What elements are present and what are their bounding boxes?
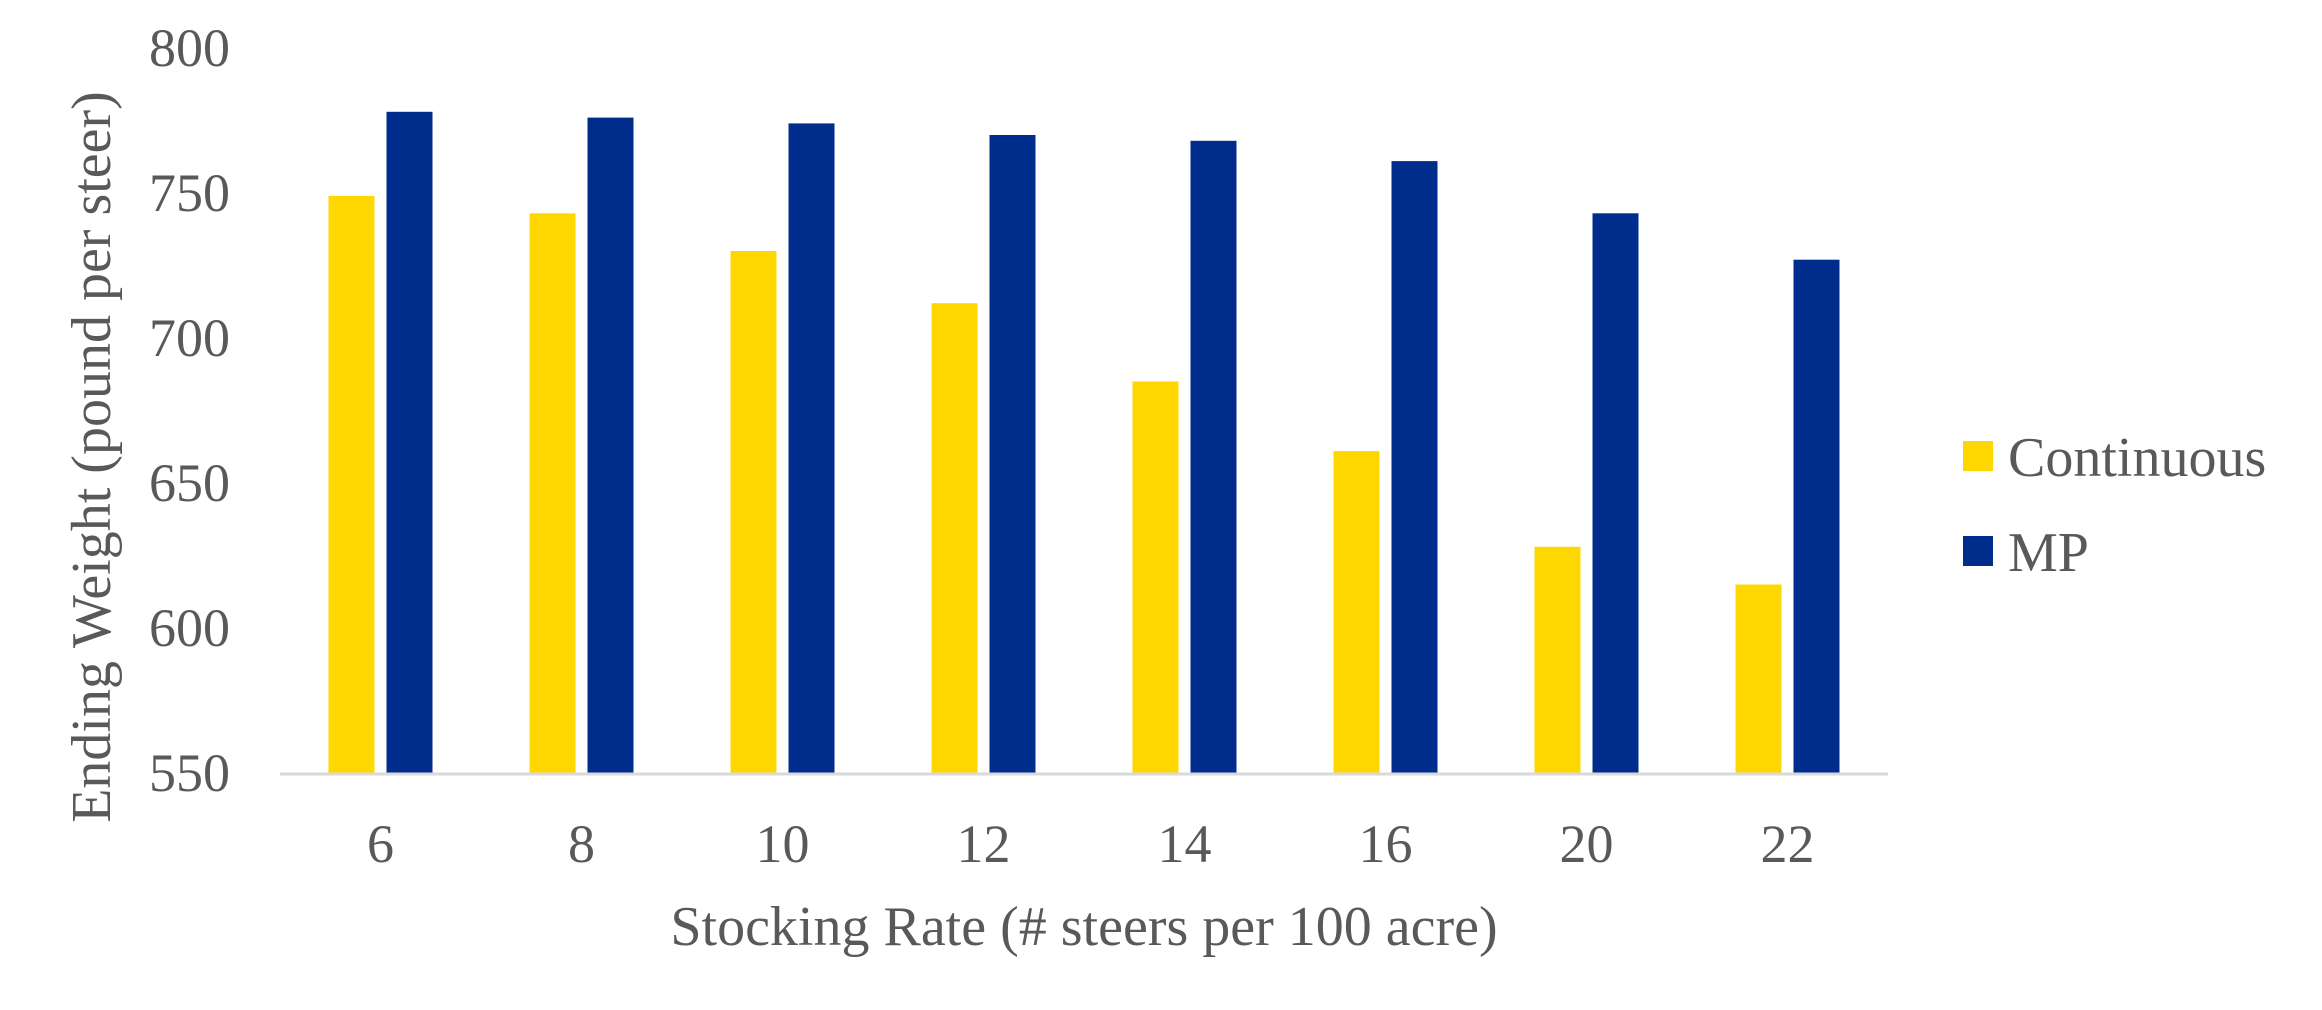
- x-tick-label: 16: [1359, 814, 1413, 874]
- y-tick-label: 750: [149, 163, 230, 223]
- legend-swatch-mp: [1963, 536, 1993, 566]
- x-tick-label: 14: [1158, 814, 1212, 874]
- bar-mp-12: [989, 135, 1036, 773]
- y-axis-title: Ending Weight (pound per steer): [61, 91, 123, 823]
- bar-mp-6: [386, 111, 433, 774]
- bar-continuous-10: [730, 251, 777, 773]
- bar-continuous-14: [1132, 381, 1179, 773]
- x-tick-label: 8: [568, 814, 595, 874]
- y-axis-ticks: 550 600 650 700 750 800: [149, 18, 230, 803]
- x-tick-label: 22: [1761, 814, 1815, 874]
- x-tick-label: 20: [1560, 814, 1614, 874]
- x-axis-title: Stocking Rate (# steers per 100 acre): [670, 896, 1497, 958]
- y-tick-label: 600: [149, 598, 230, 658]
- y-tick-label: 550: [149, 743, 230, 803]
- bar-mp-16: [1391, 161, 1438, 774]
- bar-continuous-16: [1333, 451, 1380, 773]
- bar-continuous-20: [1534, 546, 1581, 773]
- x-tick-label: 10: [756, 814, 810, 874]
- legend-label-mp: MP: [2008, 522, 2089, 584]
- bar-mp-22: [1793, 259, 1840, 773]
- bar-continuous-8: [529, 213, 576, 774]
- x-tick-label: 6: [367, 814, 394, 874]
- bar-continuous-6: [328, 195, 375, 773]
- y-tick-label: 800: [149, 18, 230, 78]
- y-tick-label: 650: [149, 453, 230, 513]
- bar-mp-20: [1592, 213, 1639, 774]
- bar-mp-10: [788, 123, 835, 773]
- bar-mp-14: [1190, 140, 1237, 774]
- x-tick-label: 12: [957, 814, 1011, 874]
- y-tick-label: 700: [149, 308, 230, 368]
- legend: Continuous MP: [1963, 427, 2266, 584]
- legend-swatch-continuous: [1963, 441, 1993, 471]
- bars: [328, 111, 1840, 774]
- legend-label-continuous: Continuous: [2008, 427, 2266, 489]
- bar-continuous-22: [1735, 584, 1782, 773]
- bar-continuous-12: [931, 303, 978, 773]
- x-axis-ticks: 6 8 10 12 14 16 20 22: [367, 814, 1815, 874]
- bar-mp-8: [587, 117, 634, 774]
